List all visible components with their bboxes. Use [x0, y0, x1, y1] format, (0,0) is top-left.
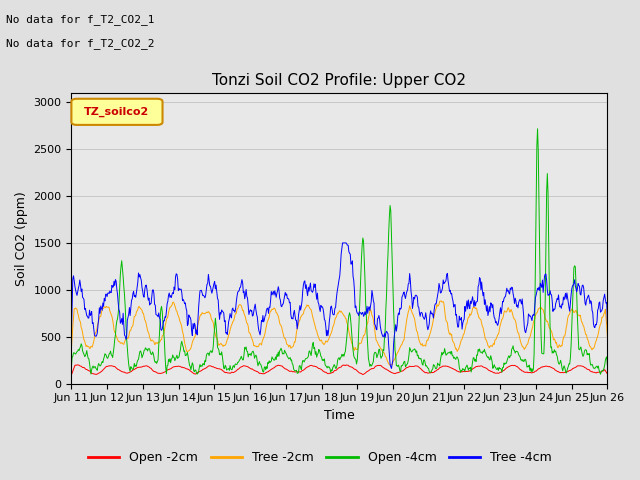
Text: No data for f_T2_CO2_1: No data for f_T2_CO2_1	[6, 14, 155, 25]
Open -4cm	[596, 372, 604, 377]
Tree -2cm	[276, 320, 284, 326]
Tree -2cm	[68, 346, 76, 352]
Tree -2cm	[604, 335, 611, 341]
Open -4cm	[425, 365, 433, 371]
Open -2cm	[426, 370, 433, 376]
Tree -2cm	[426, 333, 433, 339]
Tree -4cm	[396, 305, 404, 311]
Tree -4cm	[131, 294, 138, 300]
Tree -4cm	[426, 312, 434, 318]
Open -4cm	[131, 360, 138, 366]
Open -2cm	[68, 372, 76, 378]
Line: Open -4cm: Open -4cm	[72, 129, 607, 374]
Tree -2cm	[131, 313, 138, 319]
Tree -4cm	[229, 305, 237, 311]
Open -4cm	[68, 364, 76, 370]
Open -2cm	[604, 371, 611, 377]
Tree -4cm	[255, 330, 263, 336]
Open -2cm	[256, 371, 264, 376]
Tree -2cm	[437, 298, 445, 304]
Tree -2cm	[387, 362, 394, 368]
Open -2cm	[276, 363, 284, 369]
Line: Tree -2cm: Tree -2cm	[72, 301, 607, 365]
Text: No data for f_T2_CO2_2: No data for f_T2_CO2_2	[6, 38, 155, 49]
FancyBboxPatch shape	[72, 99, 163, 125]
Title: Tonzi Soil CO2 Profile: Upper CO2: Tonzi Soil CO2 Profile: Upper CO2	[212, 72, 467, 87]
Line: Open -2cm: Open -2cm	[72, 365, 607, 375]
Line: Tree -4cm: Tree -4cm	[72, 243, 607, 369]
Tree -4cm	[68, 331, 76, 336]
Tree -4cm	[276, 295, 284, 301]
Tree -4cm	[339, 240, 346, 246]
X-axis label: Time: Time	[324, 409, 355, 422]
Tree -2cm	[396, 347, 403, 352]
Text: TZ_soilco2: TZ_soilco2	[84, 107, 150, 117]
Y-axis label: Soil CO2 (ppm): Soil CO2 (ppm)	[15, 191, 28, 286]
Open -4cm	[534, 126, 541, 132]
Open -2cm	[74, 362, 81, 368]
Tree -4cm	[388, 366, 396, 372]
Legend: Open -2cm, Tree -2cm, Open -4cm, Tree -4cm: Open -2cm, Tree -2cm, Open -4cm, Tree -4…	[83, 446, 557, 469]
Open -4cm	[276, 348, 284, 354]
Tree -2cm	[255, 341, 263, 347]
Open -4cm	[255, 359, 263, 364]
Tree -2cm	[229, 319, 237, 324]
Open -2cm	[396, 370, 403, 375]
Open -4cm	[604, 363, 611, 369]
Open -4cm	[395, 362, 403, 368]
Open -2cm	[131, 366, 139, 372]
Open -2cm	[230, 370, 237, 375]
Open -4cm	[229, 363, 237, 369]
Tree -4cm	[604, 322, 611, 327]
